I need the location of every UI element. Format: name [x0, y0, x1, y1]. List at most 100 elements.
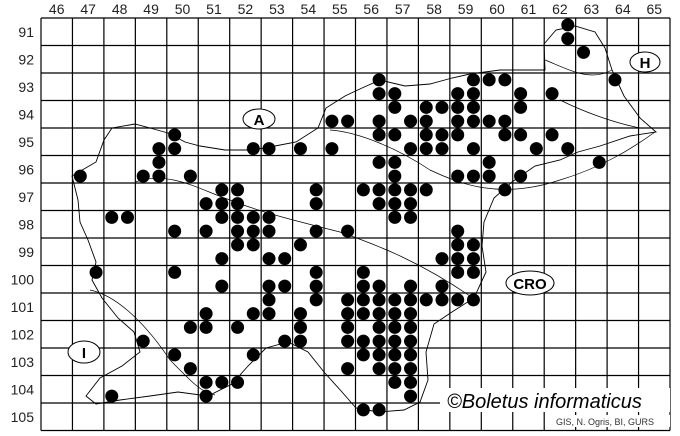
record-dot [388, 197, 402, 211]
record-dot [451, 100, 465, 114]
record-dot [466, 114, 480, 128]
record-dot [435, 252, 449, 266]
column-label: 46 [49, 1, 65, 17]
record-dot [356, 279, 370, 293]
record-dot [372, 403, 386, 417]
record-dot [482, 155, 496, 169]
record-dot [404, 375, 418, 389]
record-dot [199, 224, 213, 238]
record-dot [136, 169, 150, 183]
column-label: 47 [80, 1, 96, 17]
record-dot [341, 307, 355, 321]
record-dot [183, 169, 197, 183]
record-dot [278, 252, 292, 266]
record-dot [451, 265, 465, 279]
record-dot [199, 307, 213, 321]
record-dot [466, 73, 480, 87]
record-dot [388, 155, 402, 169]
row-label: 97 [18, 189, 34, 205]
record-dot [231, 197, 245, 211]
label-austria-text: A [254, 112, 265, 129]
record-dot [293, 307, 307, 321]
record-dot [293, 238, 307, 252]
record-dot [435, 293, 449, 307]
record-dot [168, 265, 182, 279]
row-labels: 91 92 93 94 95 96 97 98 99 100 101 102 103 104 105 [11, 24, 35, 425]
record-dot [199, 375, 213, 389]
row-label: 91 [18, 24, 34, 40]
record-dot [466, 238, 480, 252]
column-label: 53 [269, 1, 285, 17]
record-dot [372, 197, 386, 211]
record-dot [309, 265, 323, 279]
record-dot [419, 100, 433, 114]
row-label: 102 [11, 326, 35, 342]
record-dot [293, 142, 307, 156]
record-dot [404, 362, 418, 376]
record-dot [388, 334, 402, 348]
record-dot [293, 320, 307, 334]
record-dot [388, 362, 402, 376]
record-dot [215, 279, 229, 293]
record-dot [435, 128, 449, 142]
record-dot [262, 252, 276, 266]
column-label: 58 [426, 1, 442, 17]
record-dot [514, 169, 528, 183]
record-dot [466, 265, 480, 279]
record-dot [404, 389, 418, 403]
record-dot [89, 265, 103, 279]
label-italy-text: I [82, 345, 86, 362]
record-dot [561, 142, 575, 156]
record-dot [309, 224, 323, 238]
record-dot [278, 279, 292, 293]
record-dot [372, 128, 386, 142]
record-dot [231, 375, 245, 389]
record-dot [372, 183, 386, 197]
record-dot [451, 169, 465, 183]
record-dot [451, 224, 465, 238]
record-dot [309, 197, 323, 211]
river [544, 59, 641, 129]
record-dot [404, 348, 418, 362]
record-dot [404, 142, 418, 156]
record-dot [419, 293, 433, 307]
record-dot [372, 362, 386, 376]
record-dot [466, 252, 480, 266]
record-dot [388, 320, 402, 334]
record-dot [168, 224, 182, 238]
record-dot [388, 87, 402, 101]
record-dot [246, 224, 260, 238]
record-dot [372, 348, 386, 362]
record-dot [561, 18, 575, 32]
column-label: 52 [238, 1, 254, 17]
record-dot [466, 142, 480, 156]
record-dot [372, 307, 386, 321]
record-dot [356, 348, 370, 362]
record-dot [105, 389, 119, 403]
river [89, 289, 216, 396]
record-dot [215, 197, 229, 211]
record-dot [278, 334, 292, 348]
grid-lines [40, 17, 671, 432]
record-dot [183, 320, 197, 334]
record-dot [262, 210, 276, 224]
record-dot [136, 334, 150, 348]
record-dot [372, 73, 386, 87]
record-dot [404, 320, 418, 334]
record-dot [231, 183, 245, 197]
record-dot [168, 348, 182, 362]
record-dot [325, 142, 339, 156]
record-dot [262, 307, 276, 321]
record-dot [356, 293, 370, 307]
label-hungary-text: H [640, 55, 651, 72]
record-dot [262, 142, 276, 156]
record-dot [498, 128, 512, 142]
label-austria: A [242, 108, 276, 130]
row-label: 92 [18, 51, 34, 67]
record-dot [246, 142, 260, 156]
record-dot [356, 265, 370, 279]
row-label: 96 [18, 161, 34, 177]
record-dot [482, 169, 496, 183]
record-dot [309, 279, 323, 293]
record-dot [356, 307, 370, 321]
